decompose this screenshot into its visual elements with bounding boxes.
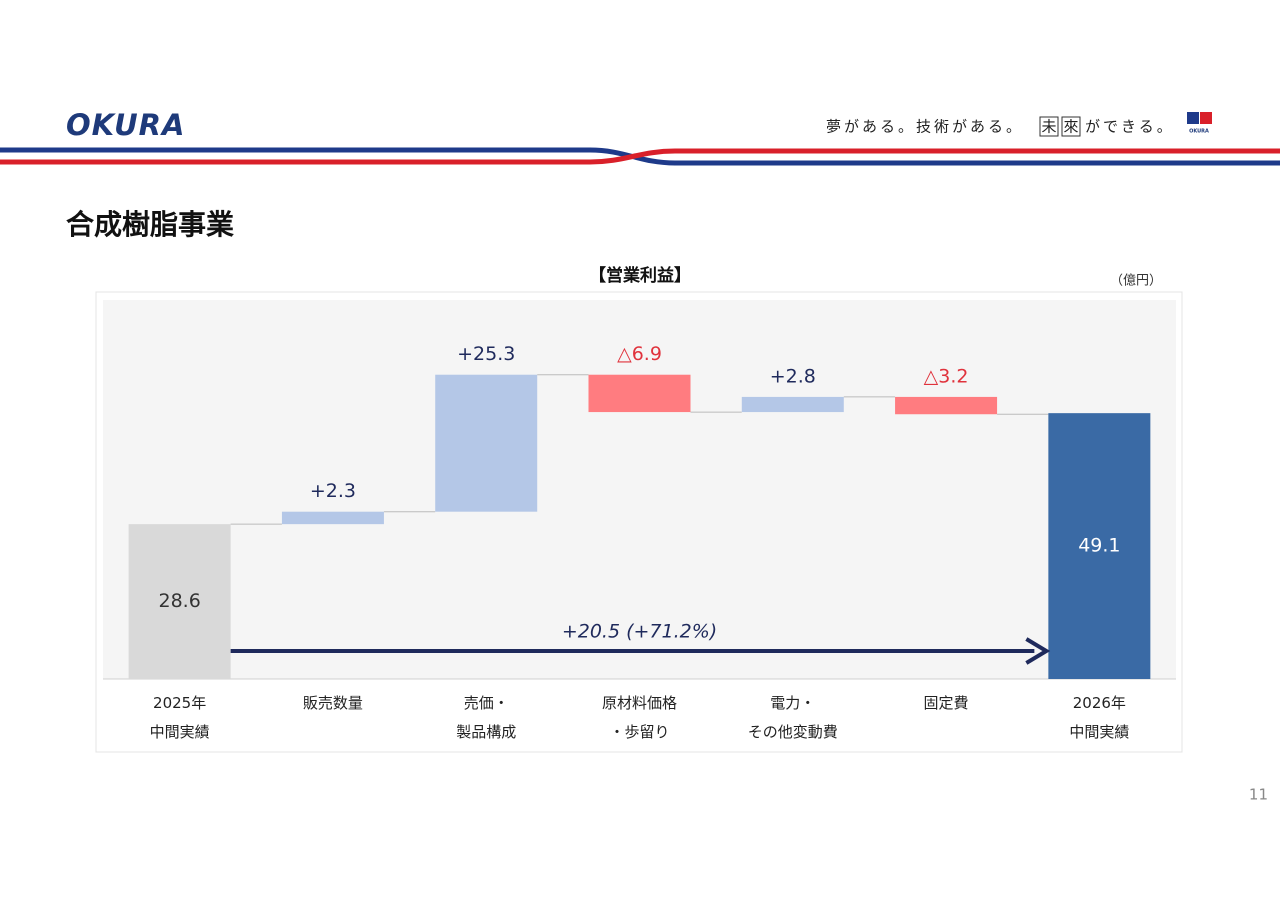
arrow-head [1025,637,1051,665]
slogan-text: ができる。 [1085,118,1175,136]
plot-area [103,300,1176,679]
x-tick-label: 販売数量 [302,694,363,712]
bar [281,511,384,525]
chart-title: 【営業利益】 [589,265,691,286]
value-label: +2.8 [770,365,816,387]
slogan-text: 夢がある。技術がある。 [826,118,1024,136]
bar [741,396,844,413]
value-label: 49.1 [1078,535,1120,557]
bar [1048,413,1151,679]
x-tick-label: 売価・ 製品構成 [456,694,517,741]
bar [128,524,231,679]
value-label: △3.2 [924,365,969,387]
x-tick-label: 原材料価格 ・歩留り [601,694,677,741]
annotation: +20.5 (+71.2%) [562,621,717,643]
logo: OKURA [66,108,185,142]
bar [895,396,998,415]
slogan: 夢がある。技術がある。 未 來 ができる。 [826,116,1175,137]
value-label: +25.3 [457,343,515,365]
value-label: △6.9 [617,343,662,365]
slogan-text: 未 [1041,118,1056,136]
bar [435,374,538,512]
slogan-text: 來 [1063,118,1078,136]
value-label: +2.3 [310,480,356,502]
x-tick-label: 2026年 中間実績 [1069,694,1130,741]
logo-icon [1187,112,1199,124]
x-tick-label: 電力・ その他変動費 [747,694,838,741]
page-number: 11 [1249,786,1268,804]
bar [588,374,691,413]
value-label: 28.6 [158,590,200,612]
logo-icon [1200,112,1212,124]
page-title: 合成樹脂事業 [66,208,234,241]
x-tick-label: 固定費 [923,694,969,712]
logo-small: OKURA [1189,129,1209,135]
stripe-red [0,148,1280,165]
slogan-box [1061,116,1081,137]
x-tick-label: 2025年 中間実績 [149,694,210,741]
slogan-box [1039,116,1059,137]
unit-label: （億円） [1110,273,1162,289]
